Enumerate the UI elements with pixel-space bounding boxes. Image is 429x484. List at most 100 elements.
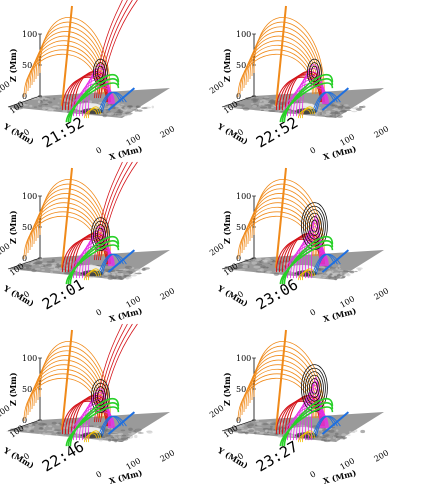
blue-open-field-line: [107, 87, 136, 111]
texture-spot: [333, 435, 338, 437]
texture-spot: [235, 105, 243, 109]
texture-spot: [265, 271, 270, 274]
texture-spot: [124, 265, 133, 270]
flux-rope-line: [311, 381, 318, 395]
texture-spot: [114, 436, 117, 439]
texture-spot: [43, 98, 51, 100]
flux-rope-line: [305, 209, 324, 243]
blue-field-line: [315, 253, 341, 275]
texture-spot: [118, 440, 124, 442]
texture-spot: [116, 272, 123, 276]
magenta-field-line: [79, 399, 112, 441]
texture-spot: [242, 107, 250, 111]
texture-spot: [267, 109, 272, 111]
z-axis-label: Z (Mm): [8, 48, 18, 82]
texture-spot: [337, 106, 343, 110]
y-axis-line: [221, 257, 255, 270]
texture-spot: [334, 276, 340, 278]
texture-spot: [270, 264, 273, 266]
texture-spot: [104, 272, 108, 276]
texture-spot: [267, 103, 271, 105]
red-field-line: [67, 73, 109, 111]
orange-field-line: [245, 359, 319, 419]
green-field-line: [279, 406, 334, 447]
texture-spot: [262, 428, 270, 430]
flux-rope-line: [95, 224, 106, 244]
x-axis-label: X (Mm): [108, 143, 144, 161]
texture-spot: [141, 107, 148, 110]
texture-spot: [241, 429, 248, 432]
texture-spot: [130, 107, 137, 110]
texture-spot: [328, 110, 331, 113]
blue-field-line: [101, 91, 127, 113]
texture-spot: [126, 436, 130, 439]
flux-rope-line: [309, 62, 320, 82]
flux-rope-line: [307, 58, 322, 86]
texture-spot: [264, 104, 273, 106]
texture-spot: [41, 269, 45, 271]
y-tick-label: 0: [236, 289, 245, 299]
texture-spot: [85, 425, 89, 427]
blue-field-line: [97, 415, 121, 437]
field-lines: [237, 329, 350, 447]
z-axis-label: Z (Mm): [8, 372, 18, 406]
blue-field-line: [101, 253, 127, 275]
z-tick-label: 50: [236, 61, 246, 70]
y-tick-label: 0: [236, 451, 245, 461]
texture-spot: [331, 267, 337, 269]
texture-spot: [64, 99, 72, 103]
texture-spot: [108, 438, 112, 442]
texture-spot: [34, 268, 41, 271]
yellow-field-line: [88, 430, 101, 443]
texture-spot: [22, 104, 29, 106]
texture-spot: [50, 262, 58, 264]
texture-spot: [270, 99, 276, 102]
panel-2: 100 50 0 Z (Mm) 200 100 0 Y (Mm) 0 100 200 X (Mm) 22…: [208, 0, 424, 162]
blue-field-line: [311, 415, 335, 437]
texture-spot: [250, 103, 254, 105]
texture-spot: [125, 273, 130, 275]
flux-rope-line: [311, 65, 318, 79]
green-field-line: [65, 406, 120, 447]
texture-spot: [327, 437, 331, 440]
magenta-field-line: [302, 388, 323, 441]
texture-spot: [26, 267, 32, 270]
texture-spot: [15, 106, 23, 110]
green-field-line: [281, 240, 334, 285]
z-tick-label: 50: [22, 385, 32, 394]
open-field-line-orange: [61, 329, 73, 430]
texture-spot: [329, 114, 335, 117]
texture-spot: [121, 434, 127, 437]
blue-field-line: [315, 91, 341, 113]
blue-field-line: [315, 415, 341, 437]
texture-spot: [273, 272, 280, 276]
texture-spot: [270, 422, 277, 426]
magenta-field-line: [88, 388, 109, 441]
texture-spot: [267, 259, 273, 262]
texture-spot: [255, 430, 259, 433]
texture-spot: [336, 115, 343, 118]
texture-spot: [51, 421, 57, 425]
texture-spot: [121, 437, 129, 441]
x-axis-label: X (Mm): [322, 143, 358, 161]
texture-spot: [9, 428, 17, 432]
texture-spot: [114, 112, 123, 114]
z-axis-label: Z (Mm): [222, 48, 232, 82]
texture-spot: [290, 433, 296, 437]
texture-spot: [356, 108, 363, 111]
z-tick-label: 0: [22, 92, 27, 101]
texture-spot: [247, 265, 250, 268]
texture-spot: [268, 105, 272, 109]
blue-open-field-line: [321, 411, 350, 435]
y-tick-label: 200: [0, 404, 12, 420]
texture-spot: [360, 429, 366, 434]
texture-spot: [137, 432, 144, 434]
texture-spot: [33, 106, 38, 108]
texture-spot: [237, 423, 245, 428]
open-field-line-orange: [275, 329, 287, 430]
texture-spot: [26, 269, 32, 271]
texture-spot: [346, 273, 351, 277]
x-tick-label: 200: [373, 448, 391, 463]
